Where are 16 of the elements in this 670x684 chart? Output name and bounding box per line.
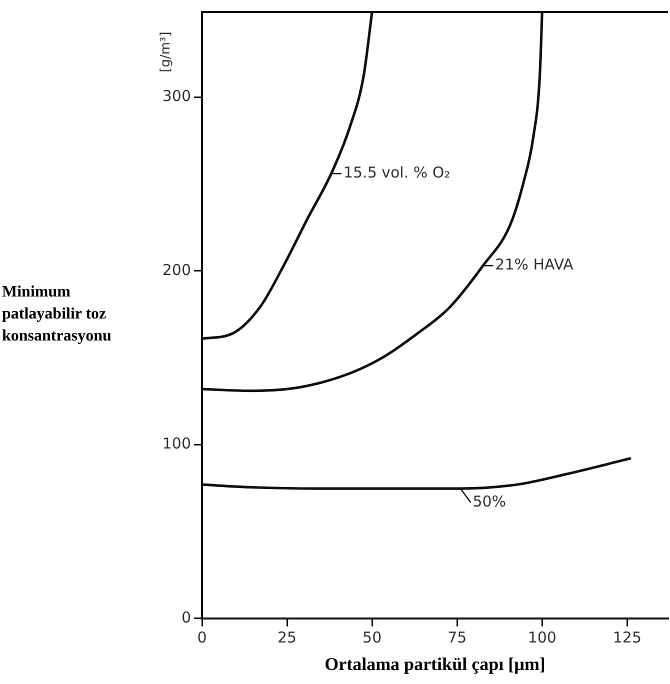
x-tick-label: 25 — [277, 628, 297, 646]
x-tick-label: 75 — [448, 628, 467, 646]
y-axis-title: Minimum patlayabilir toz konsantrasyonu — [2, 283, 112, 344]
legend-label: 15.5 vol. % O₂ — [343, 163, 450, 182]
legend-label: 21% HAVA — [495, 256, 574, 274]
x-tick-label: 100 — [528, 628, 556, 646]
x-tick-label: 125 — [612, 628, 642, 646]
x-tick-label: 0 — [197, 628, 207, 646]
legend-label: 50% — [472, 492, 506, 510]
y-tick-label: 100 — [162, 434, 191, 453]
y-tick-label: 0 — [181, 608, 191, 626]
x-axis-title: Ortalama partikül çapı [µm] — [324, 654, 546, 674]
y-tick-label: 200 — [162, 260, 191, 279]
text: [g/m³] — [158, 32, 174, 72]
x-tick-label: 50 — [362, 628, 382, 646]
y-tick-label: 300 — [162, 87, 191, 106]
